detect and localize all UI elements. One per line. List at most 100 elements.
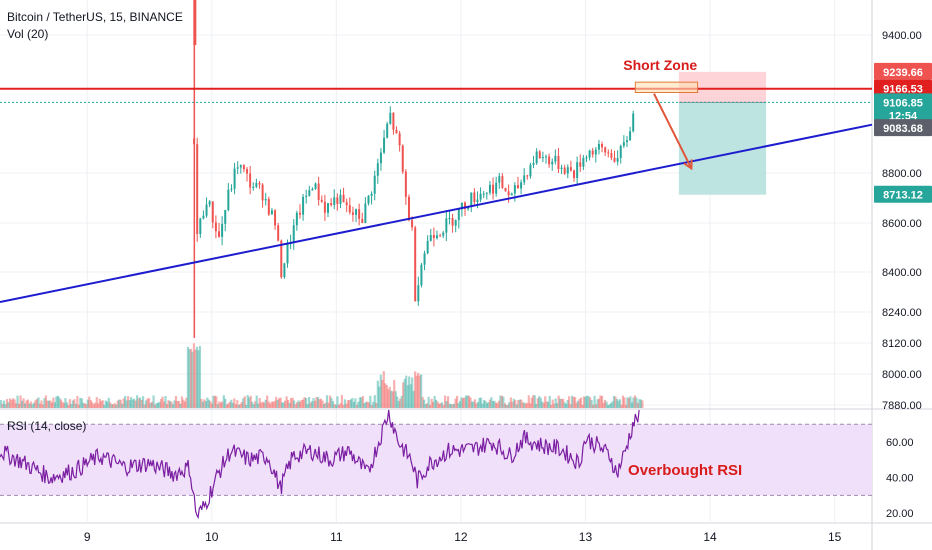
volume-bar — [273, 400, 276, 408]
candle-body — [585, 157, 588, 159]
volume-bar — [298, 401, 302, 408]
volume-bar — [272, 401, 275, 408]
volume-bar — [142, 396, 145, 408]
volume-bar — [580, 397, 583, 408]
candle-body — [436, 235, 438, 239]
volume-bar — [143, 404, 146, 408]
volume-bar — [145, 400, 148, 408]
price-badge-label: 9166.53 — [883, 84, 923, 96]
volume-bar — [591, 404, 595, 408]
volume-bar — [541, 401, 544, 408]
candle-body — [358, 209, 361, 219]
volume-bar — [448, 403, 451, 408]
volume-bar — [155, 403, 158, 408]
trendline[interactable] — [0, 123, 873, 303]
volume-bar — [337, 404, 341, 408]
volume-bar — [213, 395, 216, 408]
volume-bar — [363, 403, 366, 408]
volume-bar — [565, 403, 568, 408]
volume-bar — [61, 401, 64, 408]
volume-bar — [197, 350, 200, 408]
volume-bar — [195, 346, 199, 408]
volume-bar — [106, 401, 109, 408]
volume-bar — [521, 402, 524, 408]
volume-bar — [240, 401, 243, 408]
candle-body — [283, 263, 286, 278]
candle-body — [196, 144, 199, 235]
volume-bar — [491, 400, 495, 408]
volume-bar — [173, 400, 176, 408]
volume-bar — [110, 404, 113, 408]
volume-bar — [121, 403, 124, 408]
volume-bar — [512, 398, 515, 408]
volume-bar — [1, 403, 4, 408]
candle-body — [267, 199, 270, 215]
candle-body — [280, 240, 283, 278]
volume-bar — [29, 401, 33, 408]
volume-bar — [315, 397, 318, 408]
volume-bar — [198, 345, 202, 408]
candle-body — [563, 167, 566, 174]
volume-bar — [237, 404, 240, 408]
volume-bar — [264, 399, 267, 408]
candle-body — [323, 201, 326, 213]
volume-bar — [538, 396, 541, 408]
candle-body — [246, 169, 249, 174]
volume-bar — [249, 395, 252, 408]
candle-body — [569, 167, 572, 171]
volume-bar — [342, 404, 345, 408]
candle-body — [286, 244, 289, 264]
candle-body — [202, 215, 205, 219]
candle-body — [236, 167, 239, 169]
chart-title: Bitcoin / TetherUS, 15, BINANCE — [7, 10, 183, 24]
candle-body — [364, 203, 367, 223]
spike-candle-body — [193, 0, 197, 45]
candle-body — [488, 184, 491, 193]
volume-bar — [542, 402, 545, 408]
short-zone-box[interactable] — [634, 81, 699, 94]
volume-bar — [553, 403, 556, 408]
volume-bar — [242, 398, 245, 408]
candles — [193, 106, 635, 306]
volume-bar — [414, 371, 417, 408]
volume-bar — [91, 402, 94, 408]
candle-body — [214, 222, 217, 232]
volume-bar — [279, 397, 282, 408]
volume-bar — [290, 398, 293, 408]
volume-bar — [281, 402, 284, 408]
volume-bar — [571, 395, 574, 408]
candle-body — [454, 220, 457, 226]
volume-bar — [458, 400, 462, 408]
volume-bar — [159, 399, 163, 408]
candle-body — [464, 202, 467, 210]
volume-bar — [183, 401, 187, 408]
volume-bar — [301, 399, 305, 408]
volume-bar — [16, 395, 19, 408]
volume-bar — [82, 402, 85, 408]
volume-bar — [236, 400, 239, 408]
volume-bar — [215, 396, 218, 408]
volume-bar — [103, 404, 106, 408]
volume-bar — [234, 404, 237, 408]
volume-bar — [473, 399, 477, 408]
volume-bar — [152, 395, 155, 408]
volume-bar — [503, 403, 506, 408]
time-tick-label: 14 — [703, 530, 717, 544]
volume-bar — [239, 404, 242, 408]
candle-body — [230, 188, 233, 190]
volume-bar — [292, 400, 296, 408]
volume-bar — [426, 403, 429, 408]
volume-bar — [568, 396, 571, 408]
candle-body — [392, 112, 395, 130]
volume-bar — [375, 402, 378, 408]
volume-bar — [209, 401, 212, 408]
price-tick-label: 8600.00 — [882, 218, 922, 230]
candle-body — [417, 285, 420, 302]
volume-bar — [554, 398, 557, 408]
volume-bar — [511, 401, 514, 408]
volume-bar — [67, 404, 70, 408]
candle-body — [277, 225, 280, 241]
volume-bar — [53, 402, 57, 408]
volume-bar — [391, 391, 394, 408]
